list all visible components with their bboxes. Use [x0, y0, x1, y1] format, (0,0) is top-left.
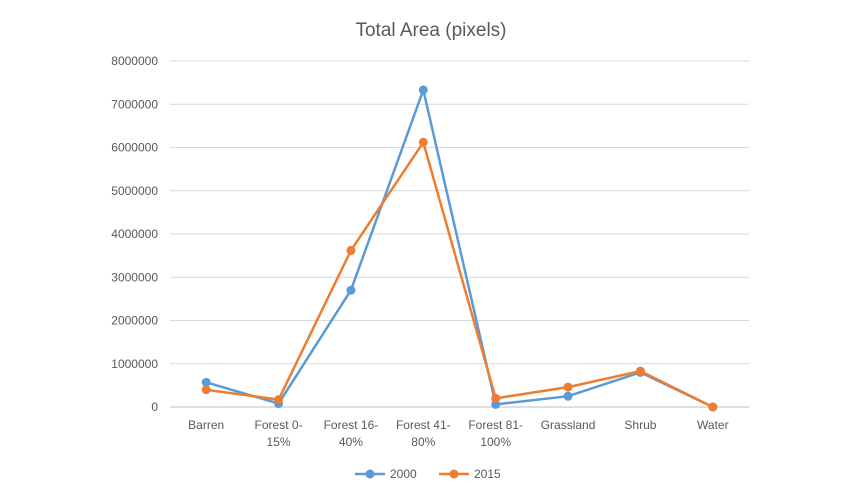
- data-point: [418, 85, 428, 95]
- y-tick-label: 8000000: [111, 54, 158, 68]
- chart-title: Total Area (pixels): [355, 20, 506, 41]
- series-line: [206, 141, 714, 409]
- data-point: [635, 366, 645, 376]
- y-tick-label: 7000000: [111, 97, 158, 111]
- legend-item: 2000: [355, 467, 417, 481]
- series-lines: [201, 85, 718, 412]
- y-tick-label: 6000000: [111, 141, 158, 155]
- data-point: [491, 393, 501, 403]
- data-point: [201, 377, 211, 387]
- y-axis-ticks: 0 1000000 2000000 3000000 4000000 5000000 6000…: [111, 54, 158, 414]
- y-tick-label: 5000000: [111, 184, 158, 198]
- y-tick-label: 0: [151, 400, 158, 414]
- data-point: [201, 385, 211, 395]
- data-point: [346, 245, 356, 255]
- data-point: [346, 285, 356, 295]
- data-point: [563, 382, 573, 392]
- series-2000: [201, 85, 718, 412]
- legend-marker: [365, 469, 375, 479]
- gridlines: [170, 60, 749, 365]
- x-axis-ticks: Barren Forest 0-15% Forest 16-40% Forest 41…: [188, 418, 728, 449]
- legend-label: 2015: [474, 467, 501, 481]
- x-tick-label: Water: [697, 418, 729, 432]
- legend-label: 2000: [390, 467, 417, 481]
- data-point: [418, 137, 428, 147]
- x-tick-label: Shrub: [624, 418, 656, 432]
- legend-marker: [449, 469, 459, 479]
- x-tick-label: Barren: [188, 418, 224, 432]
- series-line: [205, 88, 714, 409]
- x-tick-label: Forest 81-100%: [468, 418, 523, 449]
- x-tick-label: Grassland: [541, 418, 596, 432]
- x-tick-label: Forest 16-40%: [324, 418, 379, 449]
- y-tick-label: 2000000: [111, 314, 158, 328]
- y-tick-label: 4000000: [111, 227, 158, 241]
- legend-item: 2015: [439, 467, 501, 481]
- data-point: [563, 391, 573, 401]
- x-tick-label: Forest 0-15%: [255, 418, 303, 449]
- data-point: [274, 395, 284, 405]
- series-2015: [201, 137, 718, 412]
- x-tick-label: Forest 41-80%: [396, 418, 451, 449]
- data-point: [708, 402, 718, 412]
- y-tick-label: 1000000: [111, 357, 158, 371]
- y-tick-label: 3000000: [111, 270, 158, 284]
- legend: 2000 2015: [355, 467, 501, 481]
